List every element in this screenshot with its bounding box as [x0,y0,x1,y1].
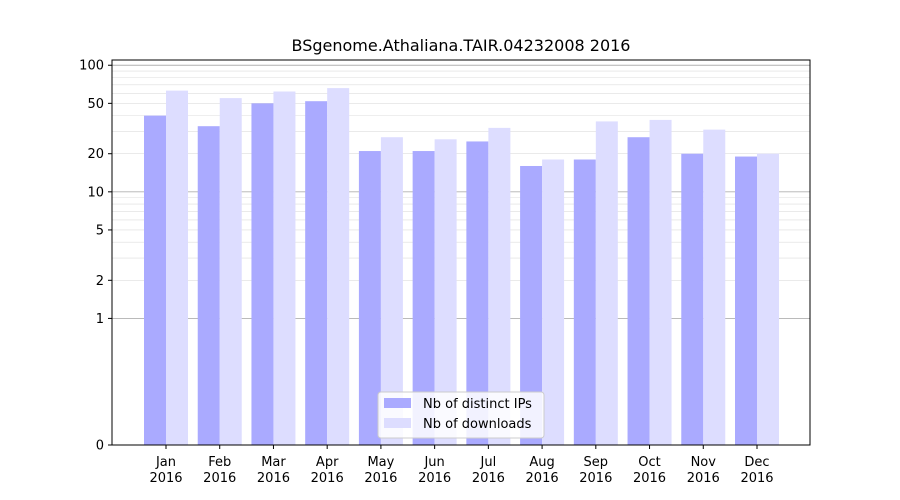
bar-distinct-ips [681,153,704,446]
bar-downloads [327,88,350,445]
bar-distinct-ips [197,126,220,446]
bar-downloads [757,153,779,446]
bar-downloads [434,139,457,445]
bar-distinct-ips [305,101,328,446]
x-tick-label-year: 2016 [526,471,559,486]
bar-distinct-ips [735,156,757,446]
bar-distinct-ips [573,159,596,445]
bar-downloads [166,90,188,445]
x-tick-label-month: Jun [423,455,444,470]
x-tick-label-year: 2016 [149,471,182,486]
plot-frame [111,59,811,446]
bar-downloads [542,159,565,445]
bar-distinct-ips [520,165,543,446]
legend-swatch [384,398,411,408]
x-tick-label-month: Oct [638,455,660,470]
y-tick-label: 10 [87,185,104,200]
x-tick-label-year: 2016 [579,471,612,486]
x-tick-label-month: Aug [529,455,554,470]
x-tick-label-year: 2016 [418,471,451,486]
x-tick-label-month: May [367,455,394,470]
x-tick-label-month: Mar [261,455,286,470]
x-tick-label-month: Jul [480,455,497,470]
x-tick-label-year: 2016 [472,471,505,486]
y-tick-label: 5 [96,223,104,238]
bar-distinct-ips [358,151,381,445]
x-tick-label-month: Jan [155,455,176,470]
x-tick-label-year: 2016 [633,471,666,486]
y-tick-label: 0 [96,439,104,454]
y-tick-label: 50 [87,97,104,112]
y-tick-label: 1 [96,312,104,327]
x-tick-label-month: Feb [208,455,231,470]
x-tick-label-year: 2016 [364,471,397,486]
bar-distinct-ips [144,115,166,445]
x-axis-ticks: Jan2016Feb2016Mar2016Apr2016May2016Jun20… [149,445,774,486]
y-tick-label: 100 [79,59,104,74]
x-tick-label-year: 2016 [687,471,720,486]
x-tick-label-year: 2016 [740,471,773,486]
chart-title: BSgenome.Athaliana.TAIR.04232008 2016 [292,36,631,55]
x-tick-label-year: 2016 [311,471,344,486]
x-tick-label-year: 2016 [203,471,236,486]
y-tick-label: 2 [96,274,104,289]
bar-downloads [219,98,242,445]
bar-distinct-ips [251,103,274,445]
x-tick-label-month: Apr [316,455,339,470]
x-tick-label-month: Dec [744,455,769,470]
bar-distinct-ips [627,137,650,446]
legend-box [377,391,545,439]
x-tick-label-month: Sep [584,455,609,470]
legend-label: Nb of distinct IPs [423,397,532,412]
bar-distinct-ips [412,151,435,445]
legend: Nb of distinct IPs Nb of downloads [377,391,545,439]
x-tick-label-year: 2016 [257,471,290,486]
bar-downloads [649,119,672,445]
x-tick-label-month: Nov [691,455,717,470]
bar-distinct-ips [466,141,489,445]
legend-label: Nb of downloads [423,417,532,432]
bar-downloads [380,137,403,446]
bars [144,88,779,446]
y-axis-ticks: 0 1 2 5 10 20 50 100 [79,59,112,454]
bar-downloads [703,129,726,445]
y-tick-label: 20 [87,147,104,162]
legend-swatch [384,418,411,428]
bar-downloads [273,91,296,445]
bar-downloads [488,127,511,445]
bar-downloads [595,121,618,445]
